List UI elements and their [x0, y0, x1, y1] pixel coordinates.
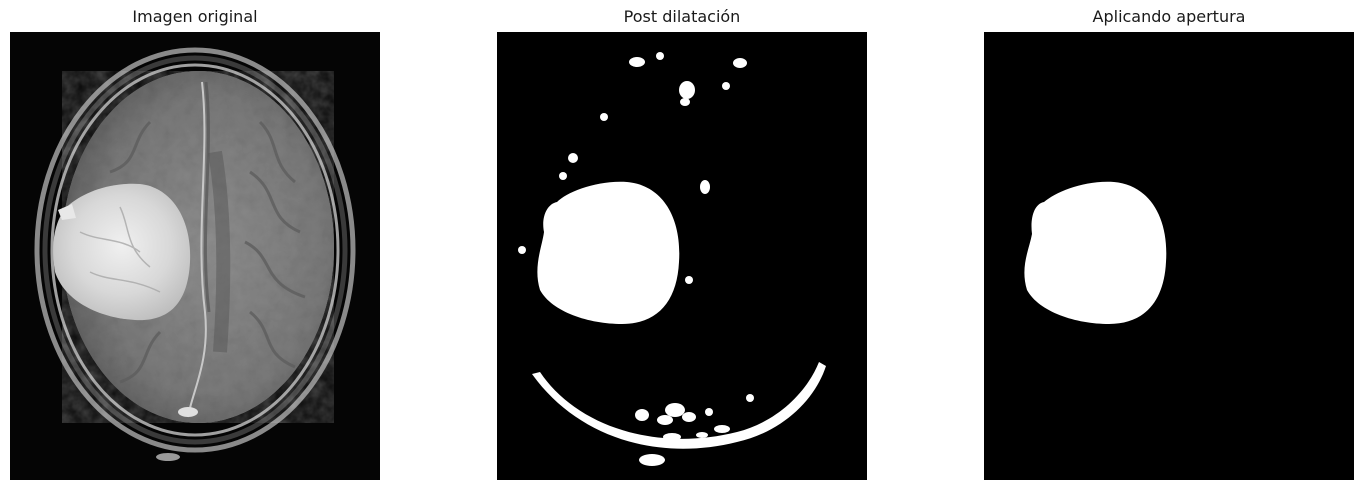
panel-title-original: Imagen original: [10, 7, 380, 26]
opening-mask-image: [984, 32, 1354, 480]
panel-original: Imagen original: [10, 0, 380, 490]
dilation-mask-image: [497, 32, 867, 480]
panel-title-opening: Aplicando apertura: [984, 7, 1354, 26]
panel-post-dilation: Post dilatación: [497, 0, 867, 490]
panel-title-post-dilation: Post dilatación: [497, 7, 867, 26]
original-mri-image: [10, 32, 380, 480]
panel-opening: Aplicando apertura: [984, 0, 1354, 490]
